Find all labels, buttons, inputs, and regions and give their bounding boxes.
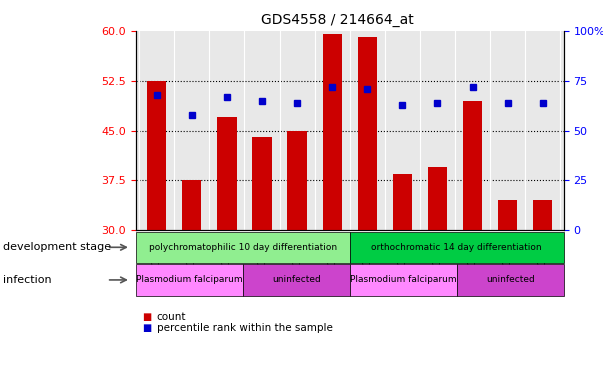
Bar	[358, 37, 377, 230]
Text: polychromatophilic 10 day differentiation: polychromatophilic 10 day differentiatio…	[149, 243, 336, 252]
Text: uninfected: uninfected	[272, 275, 321, 285]
Bar	[463, 101, 482, 230]
Bar	[428, 167, 447, 230]
Bar	[253, 137, 272, 230]
Bar	[498, 200, 517, 230]
Bar	[147, 81, 166, 230]
Text: Plasmodium falciparum: Plasmodium falciparum	[136, 275, 242, 285]
Bar	[533, 200, 552, 230]
Bar	[182, 180, 201, 230]
Text: percentile rank within the sample: percentile rank within the sample	[157, 323, 333, 333]
Text: ■: ■	[142, 312, 151, 322]
Text: Plasmodium falciparum: Plasmodium falciparum	[350, 275, 456, 285]
Bar	[288, 131, 307, 230]
Text: orthochromatic 14 day differentiation: orthochromatic 14 day differentiation	[371, 243, 542, 252]
Text: GDS4558 / 214664_at: GDS4558 / 214664_at	[261, 13, 414, 27]
Text: development stage: development stage	[3, 242, 111, 252]
Bar	[393, 174, 412, 230]
Text: ■: ■	[142, 323, 151, 333]
Text: uninfected: uninfected	[486, 275, 535, 285]
Text: infection: infection	[3, 275, 52, 285]
Text: count: count	[157, 312, 186, 322]
Bar	[323, 34, 342, 230]
Bar	[217, 117, 236, 230]
